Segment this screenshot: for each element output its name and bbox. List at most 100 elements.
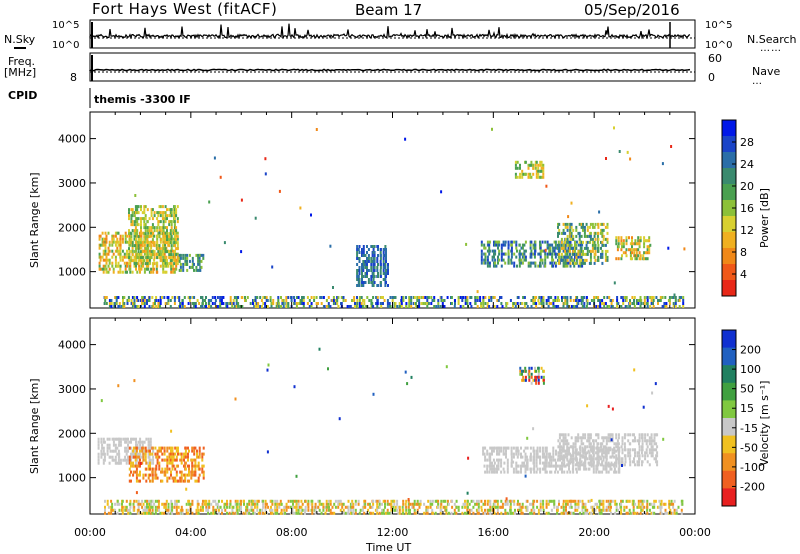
data-cell <box>315 302 318 305</box>
data-cell <box>148 262 151 266</box>
data-cell <box>112 267 115 271</box>
data-cell <box>390 508 393 512</box>
data-cell <box>211 302 214 305</box>
data-cell <box>118 305 121 308</box>
data-cell <box>201 470 204 474</box>
data-cell <box>541 467 544 471</box>
data-cell <box>580 255 583 259</box>
data-cell <box>596 502 599 506</box>
data-cell <box>119 246 122 250</box>
data-cell <box>106 449 109 453</box>
data-cell <box>295 499 298 503</box>
data-cell <box>498 446 501 450</box>
data-cell <box>196 299 199 302</box>
data-cell <box>442 505 445 509</box>
data-cell <box>200 265 203 269</box>
data-cell <box>602 464 605 468</box>
data-cell <box>524 470 527 474</box>
data-cell <box>532 446 535 450</box>
data-cell <box>615 236 618 240</box>
data-cell <box>164 205 167 209</box>
data-cell <box>362 251 365 254</box>
data-cell <box>151 296 154 299</box>
data-cell <box>178 256 181 260</box>
data-cell <box>114 449 117 453</box>
data-cell <box>144 235 147 239</box>
data-cell <box>157 499 160 503</box>
data-cell <box>187 455 189 459</box>
data-cell <box>327 305 330 308</box>
data-cell <box>173 238 176 242</box>
data-cell <box>171 296 174 299</box>
data-cell <box>656 463 659 467</box>
data-cell <box>297 505 300 509</box>
data-cell <box>228 505 231 509</box>
data-cell <box>599 502 602 506</box>
scatter-cell <box>139 462 142 465</box>
data-cell <box>124 234 127 238</box>
data-cell <box>101 231 104 235</box>
data-cell <box>589 231 592 235</box>
data-cell <box>638 460 640 464</box>
data-cell <box>506 458 509 462</box>
data-cell <box>611 433 614 437</box>
data-cell <box>356 251 359 254</box>
data-cell <box>551 261 554 265</box>
data-cell <box>431 508 434 512</box>
data-cell <box>130 232 133 236</box>
data-cell <box>352 511 355 515</box>
data-cell <box>414 305 417 308</box>
data-cell <box>629 433 632 437</box>
data-cell <box>358 296 361 299</box>
data-cell <box>588 439 591 443</box>
data-cell <box>130 250 133 254</box>
data-cell <box>162 264 165 268</box>
data-cell <box>133 508 136 512</box>
data-cell <box>198 452 201 456</box>
data-cell <box>370 278 373 281</box>
data-cell <box>274 502 277 506</box>
data-cell <box>580 249 583 253</box>
data-cell <box>482 305 485 308</box>
data-cell <box>228 302 231 305</box>
data-cell <box>187 511 190 515</box>
data-cell <box>328 499 330 503</box>
data-cell <box>135 464 138 468</box>
data-cell <box>562 454 565 458</box>
data-cell <box>252 502 255 506</box>
data-cell <box>149 464 151 468</box>
data-cell <box>595 451 598 455</box>
data-cell <box>184 464 187 468</box>
data-cell <box>560 240 563 244</box>
data-cell <box>188 299 191 302</box>
data-cell <box>484 261 487 265</box>
data-cell <box>124 237 127 241</box>
data-cell <box>486 467 489 471</box>
data-cell <box>682 299 685 302</box>
data-cell <box>130 235 133 239</box>
data-cell <box>131 296 134 299</box>
data-cell <box>149 437 152 441</box>
data-cell <box>151 232 154 236</box>
data-cell <box>472 511 475 515</box>
data-cell <box>521 302 524 305</box>
data-cell <box>603 508 606 512</box>
data-cell <box>378 511 381 515</box>
data-cell <box>176 237 179 241</box>
data-cell <box>604 436 607 440</box>
data-cell <box>148 229 151 233</box>
data-cell <box>143 440 146 444</box>
data-cell <box>562 505 565 509</box>
data-cell <box>535 175 538 179</box>
data-cell <box>176 231 179 235</box>
data-cell <box>491 255 494 259</box>
data-cell <box>437 502 440 506</box>
data-cell <box>138 264 141 268</box>
data-cell <box>560 258 563 262</box>
data-cell <box>545 499 548 503</box>
data-cell <box>601 299 604 302</box>
data-cell <box>558 246 561 250</box>
data-cell <box>109 449 112 453</box>
data-cell <box>116 231 119 235</box>
data-cell <box>595 467 598 471</box>
